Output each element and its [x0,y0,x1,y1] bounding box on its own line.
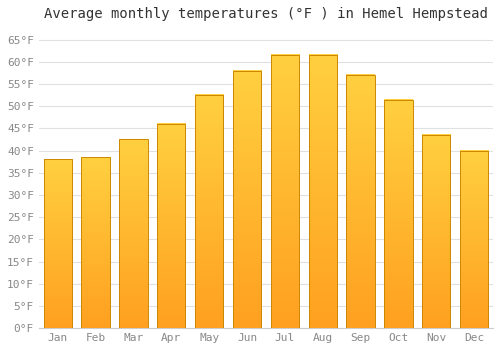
Title: Average monthly temperatures (°F ) in Hemel Hempstead: Average monthly temperatures (°F ) in He… [44,7,488,21]
